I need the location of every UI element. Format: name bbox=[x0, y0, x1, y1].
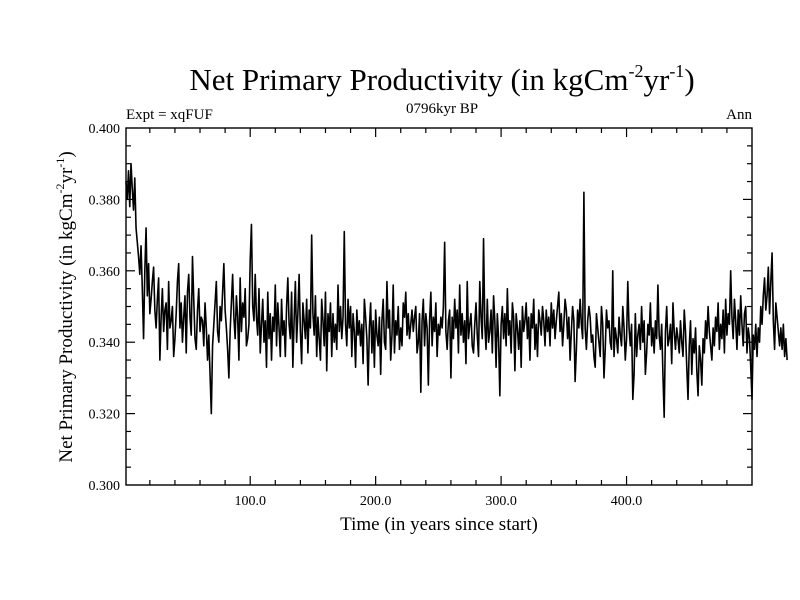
chart-subtitle: 0796kyr BP bbox=[406, 101, 478, 117]
x-tick-label: 300.0 bbox=[485, 494, 517, 509]
x-axis-label: Time (in years since start) bbox=[340, 514, 538, 535]
x-tick-labels: 100.0 200.0 300.0 400.0 bbox=[234, 494, 642, 509]
chart-title: Net Primary Productivity (in kgCm-2yr-1) bbox=[189, 61, 694, 97]
chart-title-sup1: -2 bbox=[628, 61, 643, 81]
season-label: Ann bbox=[726, 107, 752, 123]
y-tick-label: 0.360 bbox=[89, 265, 121, 280]
axis-ticks bbox=[126, 128, 752, 485]
y-axis-label-sup1: -2 bbox=[53, 184, 67, 194]
chart-title-main: Net Primary Productivity (in kgCm bbox=[189, 62, 628, 97]
chart-title-mid: yr bbox=[643, 62, 670, 97]
y-axis-label: Net Primary Productivity (in kgCm-2yr-1) bbox=[53, 151, 77, 462]
chart-title-sup2: -1 bbox=[669, 61, 684, 81]
y-tick-label: 0.400 bbox=[89, 122, 121, 137]
y-tick-label: 0.340 bbox=[89, 336, 121, 351]
y-axis-label-end: ) bbox=[56, 151, 77, 157]
series-line-npp bbox=[125, 162, 788, 418]
plot-frame bbox=[125, 127, 753, 486]
y-axis-label-mid: yr bbox=[56, 167, 77, 184]
x-tick-label: 200.0 bbox=[360, 494, 392, 509]
x-tick-label: 100.0 bbox=[234, 494, 266, 509]
y-tick-label: 0.320 bbox=[89, 408, 121, 423]
x-tick-label: 400.0 bbox=[611, 494, 643, 509]
y-tick-labels: 0.300 0.320 0.340 0.360 0.380 0.400 bbox=[89, 122, 121, 494]
y-tick-label: 0.380 bbox=[89, 193, 121, 208]
expt-label: Expt = xqFUF bbox=[126, 107, 213, 123]
y-axis-label-main: Net Primary Productivity (in kgCm bbox=[56, 193, 77, 462]
y-tick-label: 0.300 bbox=[89, 479, 121, 494]
y-axis-label-sup2: -1 bbox=[53, 158, 67, 168]
chart-title-end: ) bbox=[684, 62, 694, 97]
